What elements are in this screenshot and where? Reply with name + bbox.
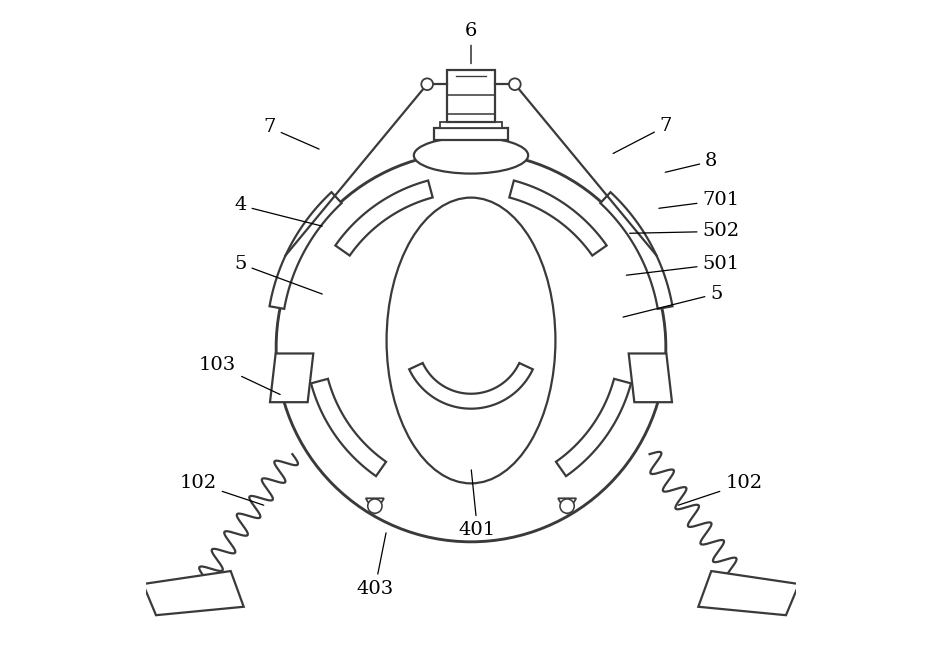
Polygon shape [143, 571, 244, 615]
Text: 401: 401 [459, 470, 496, 539]
Text: 5: 5 [623, 285, 723, 317]
Polygon shape [556, 379, 631, 476]
Ellipse shape [276, 152, 666, 542]
Circle shape [509, 79, 521, 90]
Polygon shape [698, 571, 799, 615]
Polygon shape [558, 498, 577, 514]
FancyBboxPatch shape [440, 122, 502, 128]
Bar [447, 69, 495, 122]
Circle shape [560, 499, 575, 514]
Text: 6: 6 [464, 22, 478, 64]
Polygon shape [409, 363, 533, 409]
Polygon shape [510, 181, 607, 255]
Ellipse shape [414, 137, 528, 174]
Circle shape [421, 79, 433, 90]
Text: 102: 102 [678, 474, 762, 505]
Text: 701: 701 [658, 191, 739, 209]
Polygon shape [269, 192, 342, 309]
Polygon shape [365, 498, 384, 514]
Text: 501: 501 [626, 255, 739, 275]
Text: 103: 103 [199, 356, 280, 394]
Text: 8: 8 [665, 152, 718, 172]
Polygon shape [270, 354, 314, 402]
Text: 7: 7 [264, 119, 319, 149]
Polygon shape [600, 192, 673, 309]
Polygon shape [335, 181, 432, 255]
Text: 5: 5 [235, 255, 322, 294]
Text: 4: 4 [235, 196, 322, 226]
Ellipse shape [386, 198, 556, 483]
Text: 7: 7 [613, 117, 672, 153]
Text: 102: 102 [180, 474, 264, 505]
Text: 502: 502 [629, 223, 739, 240]
Polygon shape [628, 354, 672, 402]
Text: 403: 403 [356, 533, 394, 597]
Polygon shape [311, 379, 386, 476]
FancyBboxPatch shape [433, 128, 509, 140]
Circle shape [367, 499, 382, 514]
